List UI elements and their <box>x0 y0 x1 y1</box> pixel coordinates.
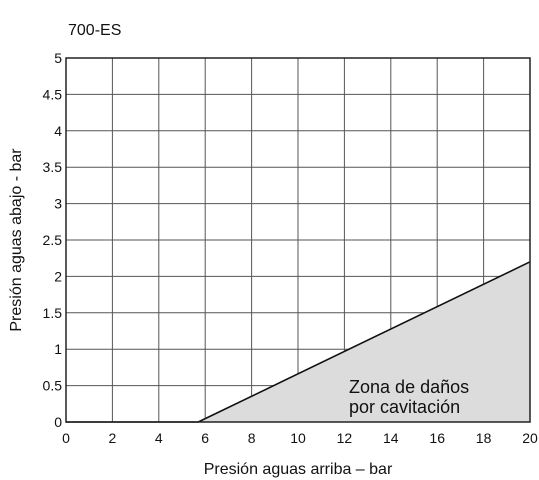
zone-annotation-line: por cavitación <box>349 397 460 417</box>
x-tick-label: 10 <box>290 430 306 446</box>
y-tick-label: 5 <box>54 50 62 66</box>
y-tick-label: 2 <box>54 268 62 284</box>
x-tick-label: 8 <box>248 430 256 446</box>
x-tick-label: 2 <box>109 430 117 446</box>
x-axis-ticks: 0 2 4 6 8 10 12 14 16 18 20 <box>62 430 538 446</box>
x-tick-label: 16 <box>429 430 445 446</box>
x-tick-label: 4 <box>155 430 163 446</box>
y-tick-label: 1 <box>54 341 62 357</box>
x-tick-label: 0 <box>62 430 70 446</box>
x-axis-label: Presión aguas arriba – bar <box>204 461 393 478</box>
x-tick-label: 20 <box>522 430 538 446</box>
y-tick-label: 0.5 <box>43 378 63 394</box>
x-tick-label: 14 <box>383 430 399 446</box>
zone-annotation-line: Zona de daños <box>349 377 469 397</box>
plot-frame <box>65 57 531 423</box>
y-tick-label: 3.5 <box>43 159 63 175</box>
y-axis-ticks: 0 0.5 1 1.5 2 2.5 3 3.5 4 4.5 5 <box>43 50 63 430</box>
y-tick-label: 4 <box>54 123 62 139</box>
y-tick-label: 4.5 <box>43 86 63 102</box>
boundary-line <box>197 261 531 423</box>
x-tick-label: 12 <box>337 430 353 446</box>
y-tick-label: 0 <box>54 414 62 430</box>
x-tick-label: 6 <box>201 430 209 446</box>
y-axis-label: Presión aguas abajo - bar <box>8 148 25 332</box>
x-tick-label: 18 <box>476 430 492 446</box>
y-tick-label: 2.5 <box>43 232 63 248</box>
y-tick-label: 3 <box>54 196 62 212</box>
y-tick-label: 1.5 <box>43 305 63 321</box>
chart-title: 700-ES <box>68 22 121 39</box>
